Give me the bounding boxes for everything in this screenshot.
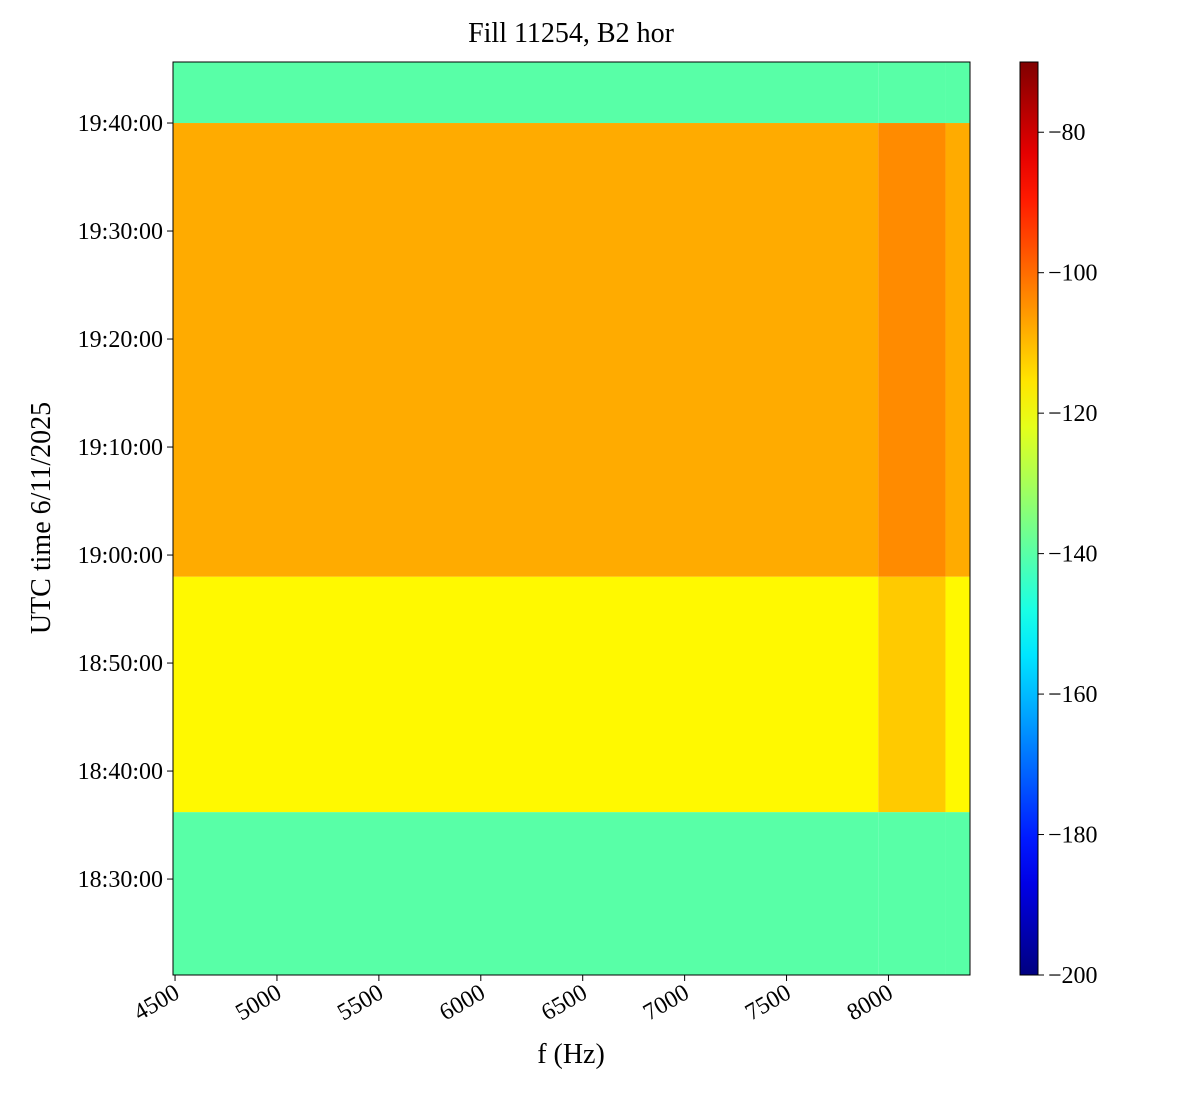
colorbar — [1019, 61, 1039, 976]
plot-frame — [172, 61, 971, 976]
heatmap-cell — [878, 123, 946, 577]
colorbar-tick-label: −160 — [1048, 682, 1098, 708]
colorbar-tick-label: −100 — [1048, 261, 1098, 287]
y-tick-label: 19:40:00 — [78, 111, 163, 137]
heatmap-cell — [878, 812, 946, 975]
x-tick-label: 4500 — [129, 980, 184, 1027]
x-axis-label: f (Hz) — [537, 1039, 605, 1070]
y-tick-label: 19:30:00 — [78, 219, 163, 245]
y-tick-label: 19:00:00 — [78, 543, 163, 569]
x-tick-label: 6000 — [435, 980, 490, 1027]
heatmap-cell — [173, 576, 879, 813]
colorbar-tick-label: −120 — [1048, 401, 1098, 427]
colorbar-tick-label: −140 — [1048, 542, 1098, 568]
heatmap-cell — [173, 62, 879, 124]
colorbar-tick-label: −200 — [1048, 963, 1098, 989]
heatmap-cell — [173, 812, 879, 975]
x-tick-label: 7000 — [639, 980, 694, 1027]
y-tick-label: 19:10:00 — [78, 435, 163, 461]
heatmap-cell — [878, 576, 946, 813]
y-tick-label: 18:40:00 — [78, 759, 163, 785]
heatmap-cell — [878, 62, 946, 124]
colorbar-tick-label: −180 — [1048, 823, 1098, 849]
heatmap-cell — [945, 576, 970, 813]
chart-title: Fill 11254, B2 hor — [468, 18, 675, 49]
heatmap-cell — [945, 123, 970, 577]
x-tick-label: 6500 — [537, 980, 592, 1027]
x-tick-label: 5500 — [333, 980, 388, 1027]
y-tick-label: 18:50:00 — [78, 651, 163, 677]
x-tick-label: 8000 — [843, 980, 898, 1027]
colorbar-tick-label: −80 — [1048, 120, 1086, 146]
y-tick-label: 18:30:00 — [78, 867, 163, 893]
heatmap-cell — [945, 812, 970, 975]
x-tick-label: 5000 — [231, 980, 286, 1027]
x-tick-label: 7500 — [741, 980, 796, 1027]
heatmap-cell — [945, 62, 970, 124]
y-axis-label: UTC time 6/11/2025 — [26, 402, 57, 634]
heatmap-cell — [173, 123, 879, 577]
y-tick-label: 19:20:00 — [78, 327, 163, 353]
